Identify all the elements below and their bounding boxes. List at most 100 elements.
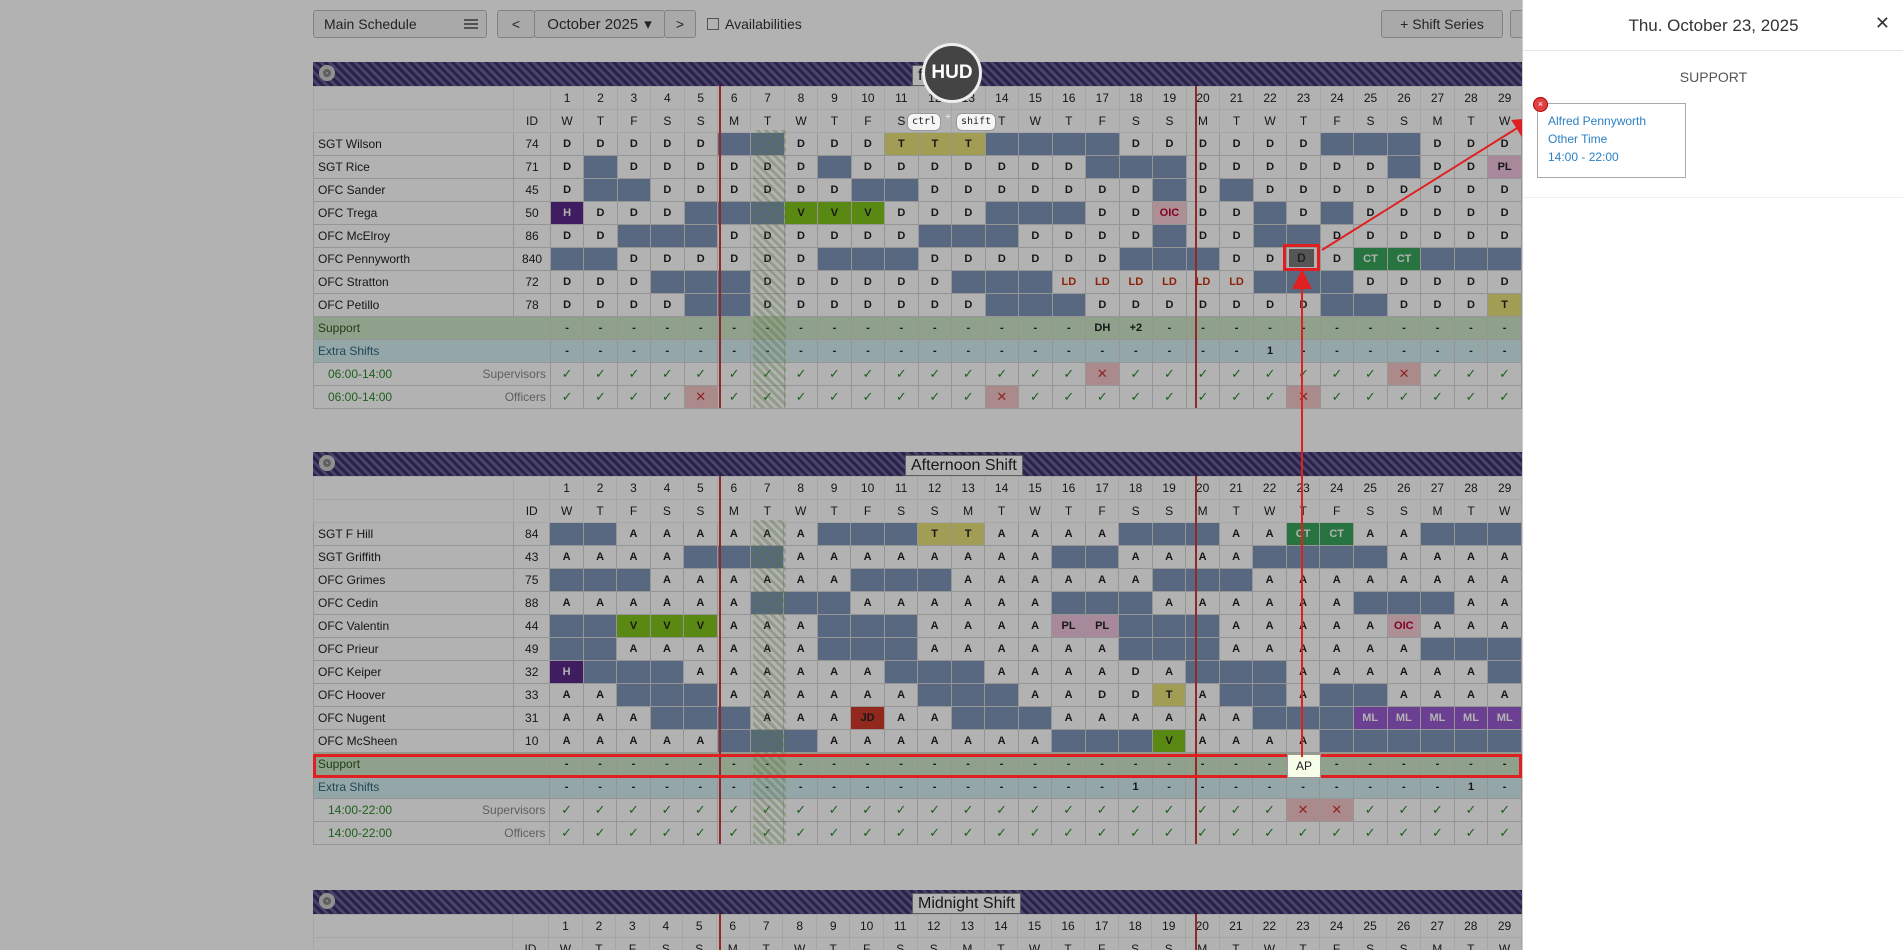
shift-cell[interactable]: A: [716, 568, 752, 592]
shift-cell[interactable]: A: [1420, 660, 1455, 684]
shift-cell[interactable]: D: [1286, 293, 1321, 317]
extra-shift-cell[interactable]: -: [650, 339, 685, 363]
shift-cell[interactable]: D: [1252, 132, 1288, 156]
shift-cell[interactable]: [816, 637, 852, 661]
shift-cell[interactable]: [1017, 706, 1053, 730]
shift-cell[interactable]: A: [1352, 660, 1388, 684]
shift-cell[interactable]: [984, 270, 1020, 294]
support-cell[interactable]: -: [1252, 316, 1288, 340]
shift-cell[interactable]: D: [1118, 660, 1153, 684]
shift-cell[interactable]: A: [616, 545, 651, 569]
support-cell[interactable]: -: [1152, 316, 1187, 340]
shift-cell[interactable]: [1319, 729, 1354, 753]
shift-cell[interactable]: D: [1051, 178, 1087, 202]
shift-cell[interactable]: A: [1185, 545, 1220, 569]
shift-cell[interactable]: [716, 293, 752, 317]
extra-shift-cell[interactable]: -: [1453, 339, 1489, 363]
extra-shift-cell[interactable]: -: [1051, 339, 1087, 363]
shift-cell[interactable]: [817, 155, 852, 179]
shift-cell[interactable]: [1453, 637, 1489, 661]
shift-cell[interactable]: [1185, 522, 1220, 546]
shift-cell[interactable]: D: [1185, 224, 1221, 248]
shift-cell[interactable]: [1386, 591, 1422, 615]
shift-cell[interactable]: [1051, 545, 1086, 569]
shift-cell[interactable]: [1085, 155, 1120, 179]
shift-cell[interactable]: [1352, 591, 1388, 615]
shift-cell[interactable]: D: [1453, 270, 1489, 294]
shift-cell[interactable]: D: [1453, 224, 1489, 248]
extra-shift-cell[interactable]: -: [917, 775, 952, 799]
shift-cell[interactable]: ML: [1487, 706, 1522, 730]
extra-shift-cell[interactable]: -: [1319, 775, 1354, 799]
shift-cell[interactable]: [1420, 637, 1455, 661]
support-cell[interactable]: -: [783, 316, 819, 340]
shift-cell[interactable]: [649, 706, 685, 730]
shift-cell[interactable]: [1353, 293, 1388, 317]
shift-cell[interactable]: D: [783, 270, 819, 294]
shift-cell[interactable]: [750, 591, 785, 615]
shift-cell[interactable]: D: [1420, 178, 1455, 202]
shift-cell[interactable]: D: [783, 293, 819, 317]
shift-cell[interactable]: A: [1453, 568, 1489, 592]
shift-cell[interactable]: A: [783, 522, 818, 546]
extra-shift-cell[interactable]: -: [1185, 339, 1221, 363]
shift-cell[interactable]: D: [984, 155, 1020, 179]
shift-cell[interactable]: [1084, 591, 1120, 615]
shift-cell[interactable]: A: [816, 568, 852, 592]
shift-cell[interactable]: [582, 522, 618, 546]
shift-cell[interactable]: [716, 545, 752, 569]
shift-cell[interactable]: [1352, 683, 1388, 707]
shift-cell[interactable]: D: [1219, 132, 1254, 156]
shift-cell[interactable]: V: [850, 201, 886, 225]
extra-shift-cell[interactable]: -: [850, 339, 886, 363]
extra-shift-cell[interactable]: -: [884, 339, 919, 363]
shift-cell[interactable]: D: [850, 224, 886, 248]
shift-cell[interactable]: D: [1487, 178, 1522, 202]
shift-cell[interactable]: [1252, 224, 1288, 248]
shift-cell[interactable]: [1118, 591, 1153, 615]
hud-button[interactable]: HUD: [922, 43, 982, 103]
employee-name[interactable]: OFC Pennyworth: [312, 247, 515, 271]
extra-shift-cell[interactable]: -: [1218, 775, 1254, 799]
shift-cell[interactable]: [1386, 155, 1422, 179]
shift-cell[interactable]: [1386, 729, 1422, 753]
shift-cell[interactable]: D: [1118, 293, 1154, 317]
shift-cell[interactable]: [883, 637, 919, 661]
shift-cell[interactable]: A: [649, 568, 685, 592]
shift-cell[interactable]: LD: [1118, 270, 1154, 294]
support-cell[interactable]: -: [1051, 316, 1087, 340]
shift-cell[interactable]: D: [1420, 201, 1455, 225]
shift-cell[interactable]: D: [1386, 201, 1422, 225]
shift-cell[interactable]: CT: [1319, 522, 1354, 546]
shift-cell[interactable]: [716, 270, 752, 294]
extra-shift-cell[interactable]: -: [1152, 339, 1187, 363]
extra-shift-cell[interactable]: -: [1118, 339, 1154, 363]
shift-cell[interactable]: [549, 637, 584, 661]
shift-cell[interactable]: [1118, 614, 1153, 638]
shift-cell[interactable]: A: [1084, 522, 1120, 546]
extra-shift-cell[interactable]: 1: [1453, 775, 1489, 799]
shift-cell[interactable]: [683, 545, 718, 569]
shift-cell[interactable]: A: [649, 637, 685, 661]
shift-cell[interactable]: CT: [1386, 247, 1422, 271]
shift-cell[interactable]: A: [1453, 683, 1489, 707]
support-cell[interactable]: -: [1420, 316, 1455, 340]
shift-cell[interactable]: A: [1487, 591, 1522, 615]
extra-shift-cell[interactable]: -: [582, 775, 618, 799]
shift-cell[interactable]: [1420, 247, 1455, 271]
employee-name[interactable]: OFC McElroy: [312, 224, 515, 248]
shift-cell[interactable]: LD: [1085, 270, 1120, 294]
shift-cell[interactable]: [1051, 201, 1087, 225]
shift-cell[interactable]: D: [1219, 293, 1254, 317]
shift-cell[interactable]: A: [1017, 683, 1053, 707]
extra-shift-cell[interactable]: -: [1017, 775, 1053, 799]
shift-cell[interactable]: [884, 178, 919, 202]
schedule-select[interactable]: Main Schedule: [313, 10, 487, 38]
shift-cell[interactable]: D: [1085, 247, 1120, 271]
shift-cell[interactable]: A: [549, 706, 584, 730]
shift-cell[interactable]: V: [1151, 729, 1187, 753]
shift-cell[interactable]: D: [549, 293, 585, 317]
extra-shift-cell[interactable]: -: [850, 775, 885, 799]
shift-cell[interactable]: D: [1453, 178, 1489, 202]
shift-cell[interactable]: [1386, 132, 1422, 156]
